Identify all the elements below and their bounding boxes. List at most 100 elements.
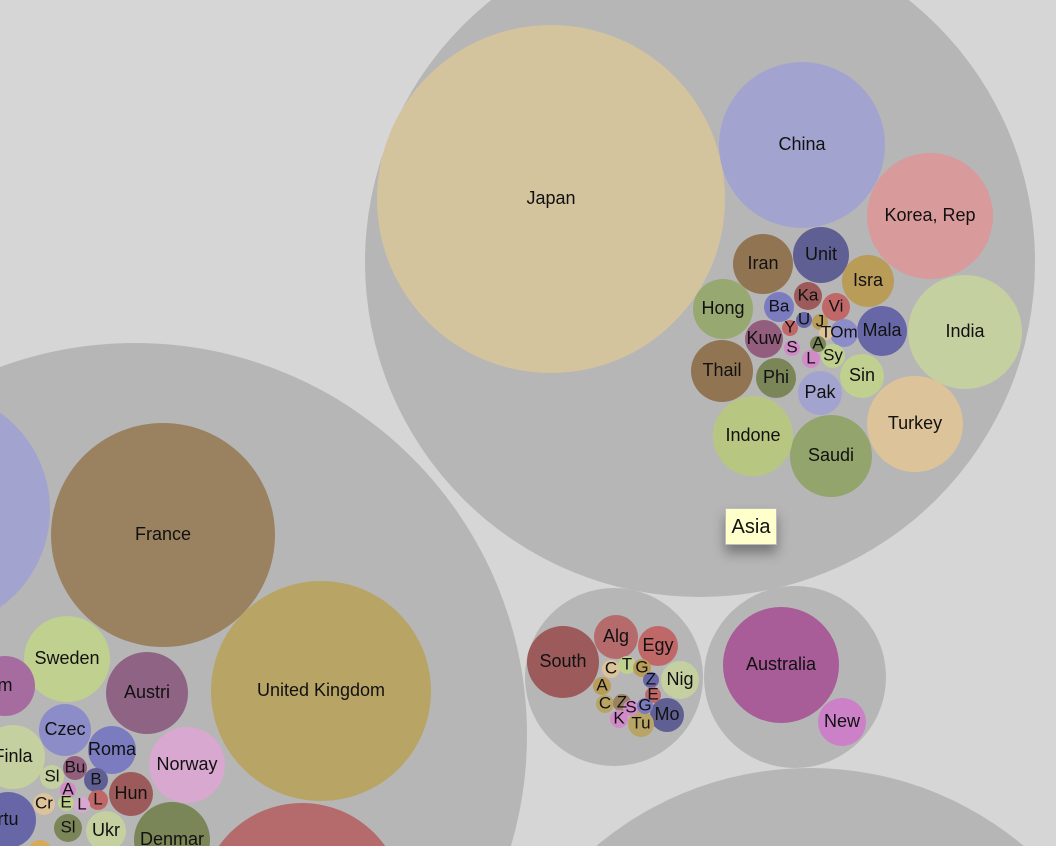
bubble [691, 340, 753, 402]
bubble-label: India [945, 321, 985, 341]
bubble [377, 25, 725, 373]
bubble-label: Sl [44, 766, 59, 785]
bubble [638, 626, 678, 666]
bubble-label: Z [617, 692, 627, 711]
bubble-label: Ukr [92, 820, 120, 840]
bubble [842, 255, 894, 307]
tooltip: Asia [725, 508, 777, 545]
bubble [784, 340, 800, 356]
bubble-label: Japan [526, 188, 575, 208]
bubble-label: J [816, 311, 825, 330]
bubble [723, 607, 839, 723]
bubble [618, 656, 636, 674]
bubble-label: L [93, 789, 102, 808]
bubble [33, 793, 55, 815]
bubble-label: Finla [0, 746, 33, 766]
bubble [821, 344, 845, 368]
bubble-label: Egy [642, 635, 673, 655]
bubble-label: S [786, 337, 797, 356]
bubble [633, 659, 651, 677]
bubble [794, 282, 822, 310]
bubble-label: Ba [769, 296, 790, 315]
bubble [40, 765, 64, 789]
bubble-label: Pak [804, 382, 836, 402]
bubble [51, 423, 275, 647]
bubble-label: Y [784, 317, 795, 336]
bubble [0, 725, 45, 789]
bubble [596, 695, 614, 713]
bubble-label: L [806, 348, 815, 367]
bubble-label: A [62, 779, 74, 798]
bubble [661, 661, 699, 699]
bubble-label: Vi [829, 296, 844, 315]
bubble [149, 727, 225, 803]
bubble [650, 698, 684, 732]
bubble-label: Mo [654, 704, 679, 724]
bubble-label: Hong [701, 298, 744, 318]
bubble [58, 795, 74, 811]
bubble [106, 652, 188, 734]
bubble-label: K [613, 708, 625, 727]
bubble-label: E [647, 684, 658, 703]
bubble [818, 698, 866, 746]
bubble [623, 700, 639, 716]
bubble-label: B [90, 769, 101, 788]
bubble [74, 797, 90, 813]
bubble-label: Turkey [888, 413, 942, 433]
bubble-label: Czec [44, 719, 85, 739]
bubble [802, 350, 820, 368]
bubble [745, 320, 783, 358]
bubble [840, 354, 884, 398]
bubble [593, 677, 611, 695]
bubble [88, 790, 108, 810]
group-bubble [596, 768, 1024, 846]
bubble-label: G [635, 657, 648, 676]
bubble [594, 615, 638, 659]
bubble [796, 312, 812, 328]
bubble [719, 62, 885, 228]
bubble-label: Iran [747, 253, 778, 273]
bubble [24, 616, 110, 702]
bubble-label: Sl [60, 817, 75, 836]
bubble [645, 687, 661, 703]
bubble [0, 412, 50, 608]
bubble-label: Saudi [808, 445, 854, 465]
bubble-label: Sy [823, 345, 843, 364]
bubble [0, 792, 36, 846]
bubble [733, 234, 793, 294]
bubble-label: G [638, 695, 651, 714]
bubble [134, 802, 210, 846]
bubble-label: Roma [88, 739, 137, 759]
bubble-label: Isra [853, 270, 884, 290]
bubble-label: Indone [725, 425, 780, 445]
bubble [63, 756, 87, 780]
bubble [602, 660, 620, 678]
bubble-label: L [77, 794, 86, 813]
bubble [819, 326, 833, 340]
bubble [812, 314, 828, 330]
bubble-label: Korea, Rep [884, 205, 975, 225]
bubble [713, 396, 793, 476]
bubble-label: Ka [798, 285, 819, 304]
bubble-label: T [821, 322, 831, 341]
bubble [637, 698, 653, 714]
bubble [756, 358, 796, 398]
bubble [610, 710, 628, 728]
bubble-label: Bu [65, 757, 86, 776]
bubble-label: Sin [849, 365, 875, 385]
bubble-label: Kuw [746, 328, 782, 348]
bubble [211, 581, 431, 801]
bubble [88, 726, 136, 774]
bubble [782, 320, 798, 336]
bubble [793, 227, 849, 283]
bubble [39, 704, 91, 756]
bubble [798, 371, 842, 415]
bubble [810, 336, 826, 352]
bubble-label: Alg [603, 626, 629, 646]
bubble [109, 772, 153, 816]
bubble [830, 319, 858, 347]
bubble [628, 711, 654, 737]
bubble-label: U [798, 309, 810, 328]
bubble-label: E [60, 792, 71, 811]
